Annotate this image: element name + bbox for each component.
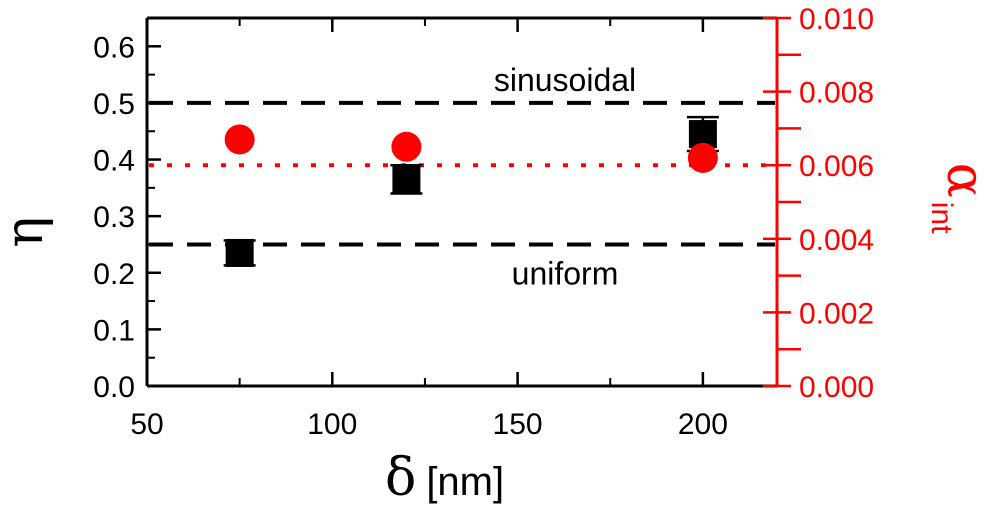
left-tick-label: 0.3 (93, 201, 135, 234)
reference-lines (149, 100, 775, 247)
plot-frame (145, 16, 779, 388)
x-axis-symbol: δ (385, 448, 416, 508)
right-tick-label: 0.010 (799, 3, 874, 36)
bottom-tick-label: 200 (678, 408, 728, 441)
data-point-circle (687, 142, 718, 173)
series-eta (223, 115, 719, 267)
bottom-tick-label: 100 (307, 408, 357, 441)
y-axis-right-title: α int (925, 163, 987, 234)
left-axis: 0.0 0.1 0.2 0.3 0.4 0.5 0.6 (93, 17, 161, 404)
left-tick-label: 0.0 (93, 371, 135, 404)
right-tick-label: 0.004 (799, 224, 874, 257)
data-point-square (392, 165, 421, 194)
left-tick-label: 0.6 (93, 31, 135, 64)
data-point-square (225, 238, 254, 267)
left-tick-label: 0.1 (93, 314, 135, 347)
annotations: sinusoidal uniform (494, 62, 636, 292)
bottom-tick-label: 150 (493, 408, 543, 441)
right-tick-label: 0.000 (799, 371, 874, 404)
y-axis-left-title: η (0, 216, 55, 247)
sinusoidal-label: sinusoidal (494, 62, 636, 98)
right-tick-label: 0.006 (799, 150, 874, 183)
right-axis: 0.000 0.002 0.004 0.006 0.008 0.010 (763, 3, 874, 404)
left-tick-label: 0.2 (93, 258, 135, 291)
bottom-axis: 50 100 150 200 (130, 18, 728, 441)
uniform-label: uniform (512, 255, 619, 291)
axis-titles: η δ[nm] α int (0, 163, 987, 508)
x-axis-unit: [nm] (426, 460, 504, 504)
left-tick-label: 0.4 (93, 145, 135, 178)
series-alpha (224, 124, 718, 173)
right-tick-label: 0.002 (799, 297, 874, 330)
data-point-circle (224, 124, 255, 155)
y-axis-right-symbol: α (935, 163, 987, 198)
data-point-circle (391, 131, 422, 162)
y-axis-right-subscript: int (925, 202, 958, 234)
left-tick-label: 0.5 (93, 88, 135, 121)
bottom-tick-label: 50 (130, 408, 163, 441)
right-tick-label: 0.008 (799, 77, 874, 110)
x-axis-title: δ [nm] (385, 448, 504, 508)
